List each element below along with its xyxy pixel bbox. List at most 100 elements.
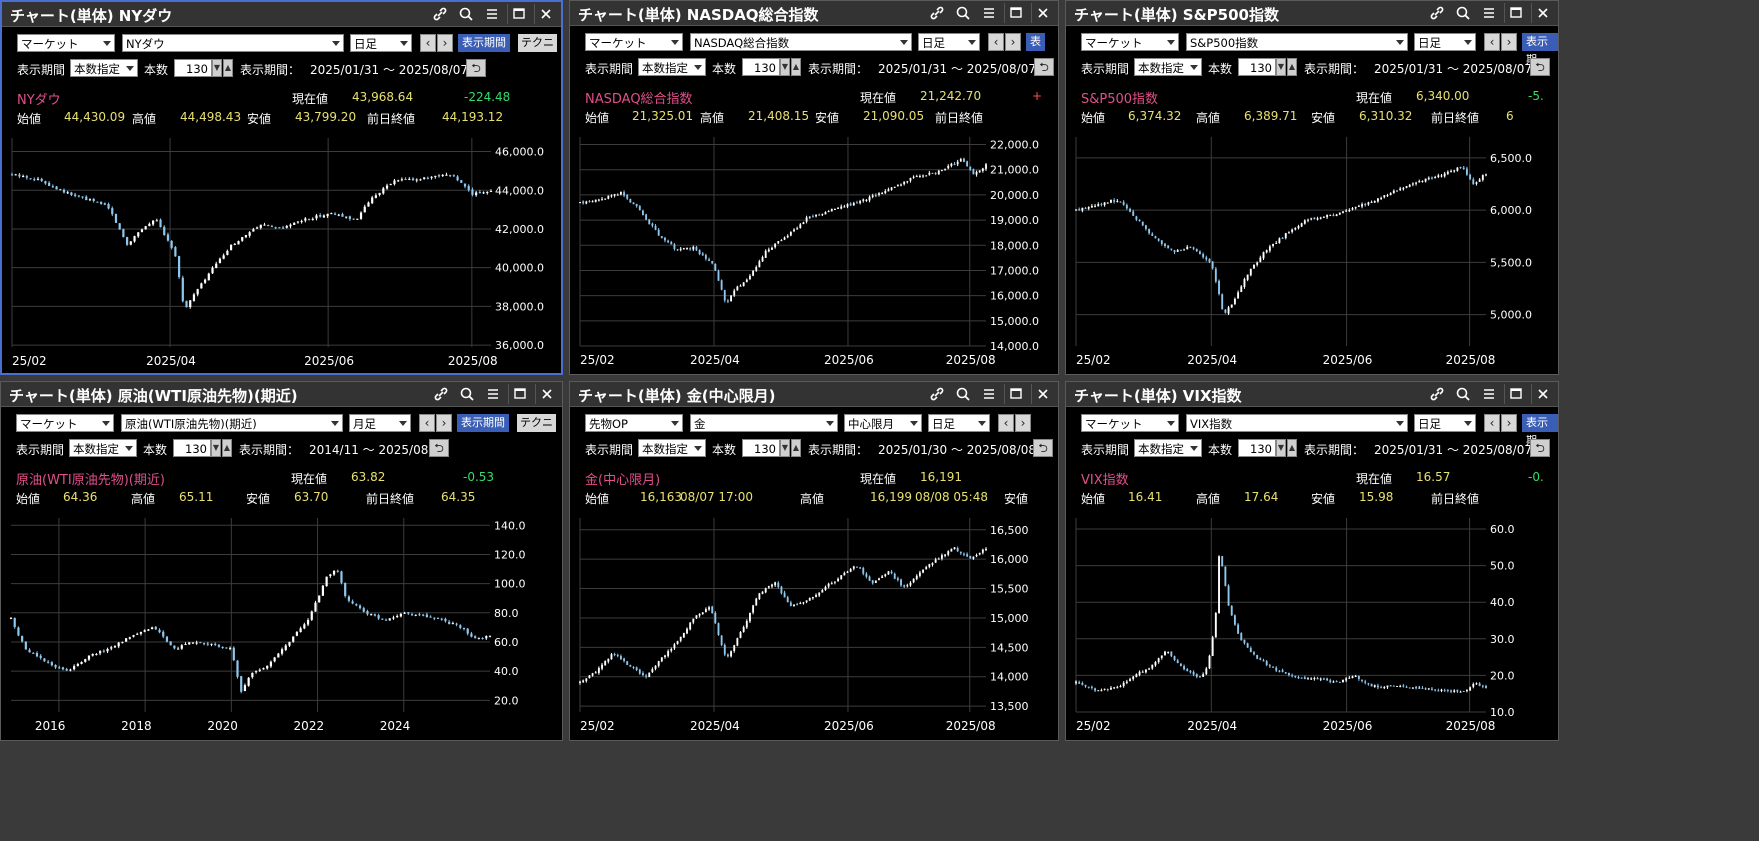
next-button[interactable]: › <box>436 414 452 432</box>
price-chart[interactable]: 16,500 16,000 15,500 15,000 14,500 14,000 13,5… <box>570 510 1056 738</box>
market-select[interactable]: マーケット <box>16 414 114 432</box>
count-input[interactable]: 130 <box>1238 439 1276 457</box>
count-input[interactable]: 130 <box>173 439 211 457</box>
count-input[interactable]: 130 <box>742 58 780 76</box>
market-select[interactable]: マーケット <box>585 33 683 51</box>
display-period-button[interactable]: 表示期 <box>1522 414 1558 447</box>
maximize-icon[interactable] <box>1504 384 1527 404</box>
menu-icon[interactable] <box>482 384 504 404</box>
count-up-icon[interactable]: ▲ <box>1287 439 1297 457</box>
search-icon[interactable] <box>952 3 974 23</box>
symbol-select[interactable]: VIX指数 <box>1186 414 1408 432</box>
next-button[interactable]: › <box>1501 414 1517 432</box>
link-icon[interactable] <box>1426 3 1448 23</box>
next-button[interactable]: › <box>437 34 453 52</box>
prev-button[interactable]: ‹ <box>419 414 435 432</box>
price-chart[interactable]: 22,000.0 21,000.0 20,000.0 19,000.0 18,000.0… <box>570 129 1056 372</box>
symbol-select[interactable]: NYダウ <box>122 34 344 52</box>
market-select[interactable]: 先物OP <box>585 414 683 432</box>
mode-select[interactable]: 本数指定 <box>69 439 137 457</box>
menu-icon[interactable] <box>978 384 1000 404</box>
display-period-button[interactable]: 表示期間 <box>458 34 510 52</box>
reset-icon[interactable]: ⮌ <box>1034 58 1054 76</box>
period-select[interactable]: 月足 <box>349 414 411 432</box>
close-icon[interactable] <box>1031 384 1054 404</box>
search-icon[interactable] <box>455 4 477 24</box>
count-down-icon[interactable]: ▼ <box>780 439 790 457</box>
count-down-icon[interactable]: ▼ <box>211 439 221 457</box>
search-icon[interactable] <box>1452 3 1474 23</box>
prev-button[interactable]: ‹ <box>988 33 1004 51</box>
link-icon[interactable] <box>430 384 452 404</box>
prev-button[interactable]: ‹ <box>1484 414 1500 432</box>
reset-icon[interactable]: ⮌ <box>429 439 449 457</box>
menu-icon[interactable] <box>1478 3 1500 23</box>
close-icon[interactable] <box>534 4 557 24</box>
symbol-select[interactable]: S&P500指数 <box>1186 33 1408 51</box>
menu-icon[interactable] <box>481 4 503 24</box>
technical-button[interactable]: テクニ <box>517 414 556 432</box>
count-input[interactable]: 130 <box>174 59 212 77</box>
display-period-button[interactable]: 表示期間 <box>457 414 509 432</box>
maximize-icon[interactable] <box>1004 384 1027 404</box>
next-button[interactable]: › <box>1015 414 1031 432</box>
maximize-icon[interactable] <box>508 384 531 404</box>
count-down-icon[interactable]: ▼ <box>1276 439 1286 457</box>
count-up-icon[interactable]: ▲ <box>222 439 232 457</box>
count-up-icon[interactable]: ▲ <box>791 58 801 76</box>
count-down-icon[interactable]: ▼ <box>1276 58 1286 76</box>
symbol-select[interactable]: 金 <box>690 414 838 432</box>
symbol-select[interactable]: NASDAQ総合指数 <box>690 33 912 51</box>
mode-select[interactable]: 本数指定 <box>1134 439 1202 457</box>
mode-select[interactable]: 本数指定 <box>1134 58 1202 76</box>
count-down-icon[interactable]: ▼ <box>780 58 790 76</box>
maximize-icon[interactable] <box>507 4 530 24</box>
mode-select[interactable]: 本数指定 <box>70 59 138 77</box>
market-select[interactable]: マーケット <box>1081 33 1179 51</box>
reset-icon[interactable]: ⮌ <box>1530 58 1550 76</box>
close-icon[interactable] <box>1531 384 1554 404</box>
maximize-icon[interactable] <box>1504 3 1527 23</box>
market-select[interactable]: マーケット <box>1081 414 1179 432</box>
count-up-icon[interactable]: ▲ <box>1287 58 1297 76</box>
menu-icon[interactable] <box>1478 384 1500 404</box>
price-chart[interactable]: 140.0 120.0 100.0 80.0 60.0 40.0 20.0 2016 2018 2… <box>1 510 560 738</box>
search-icon[interactable] <box>456 384 478 404</box>
display-period-button[interactable]: 表示期 <box>1522 33 1558 66</box>
close-icon[interactable] <box>1531 3 1554 23</box>
period-select[interactable]: 日足 <box>928 414 990 432</box>
count-up-icon[interactable]: ▲ <box>791 439 801 457</box>
period-select[interactable]: 日足 <box>1414 33 1476 51</box>
maximize-icon[interactable] <box>1004 3 1027 23</box>
prev-button[interactable]: ‹ <box>420 34 436 52</box>
search-icon[interactable] <box>1452 384 1474 404</box>
mode-select[interactable]: 本数指定 <box>638 439 706 457</box>
price-chart[interactable]: 60.0 50.0 40.0 30.0 20.0 10.0 25/02 2025/04 2025… <box>1066 510 1556 738</box>
contract-select[interactable]: 中心限月 <box>844 414 922 432</box>
menu-icon[interactable] <box>978 3 1000 23</box>
mode-select[interactable]: 本数指定 <box>638 58 706 76</box>
prev-button[interactable]: ‹ <box>998 414 1014 432</box>
next-button[interactable]: › <box>1005 33 1021 51</box>
link-icon[interactable] <box>429 4 451 24</box>
period-select[interactable]: 日足 <box>1414 414 1476 432</box>
symbol-select[interactable]: 原油(WTI原油先物)(期近) <box>121 414 343 432</box>
period-select[interactable]: 日足 <box>918 33 980 51</box>
count-up-icon[interactable]: ▲ <box>223 59 233 77</box>
reset-icon[interactable]: ⮌ <box>1530 439 1550 457</box>
search-icon[interactable] <box>952 384 974 404</box>
reset-icon[interactable]: ⮌ <box>1033 439 1053 457</box>
count-input[interactable]: 130 <box>1238 58 1276 76</box>
close-icon[interactable] <box>535 384 558 404</box>
link-icon[interactable] <box>926 3 948 23</box>
link-icon[interactable] <box>926 384 948 404</box>
price-chart[interactable]: 6,500.0 6,000.0 5,500.0 5,000.0 25/02 2025/04… <box>1066 129 1556 372</box>
period-select[interactable]: 日足 <box>350 34 412 52</box>
next-button[interactable]: › <box>1501 33 1517 51</box>
close-icon[interactable] <box>1031 3 1054 23</box>
market-select[interactable]: マーケット <box>17 34 115 52</box>
prev-button[interactable]: ‹ <box>1484 33 1500 51</box>
display-period-button[interactable]: 表 <box>1026 33 1045 51</box>
count-down-icon[interactable]: ▼ <box>212 59 222 77</box>
count-input[interactable]: 130 <box>742 439 780 457</box>
